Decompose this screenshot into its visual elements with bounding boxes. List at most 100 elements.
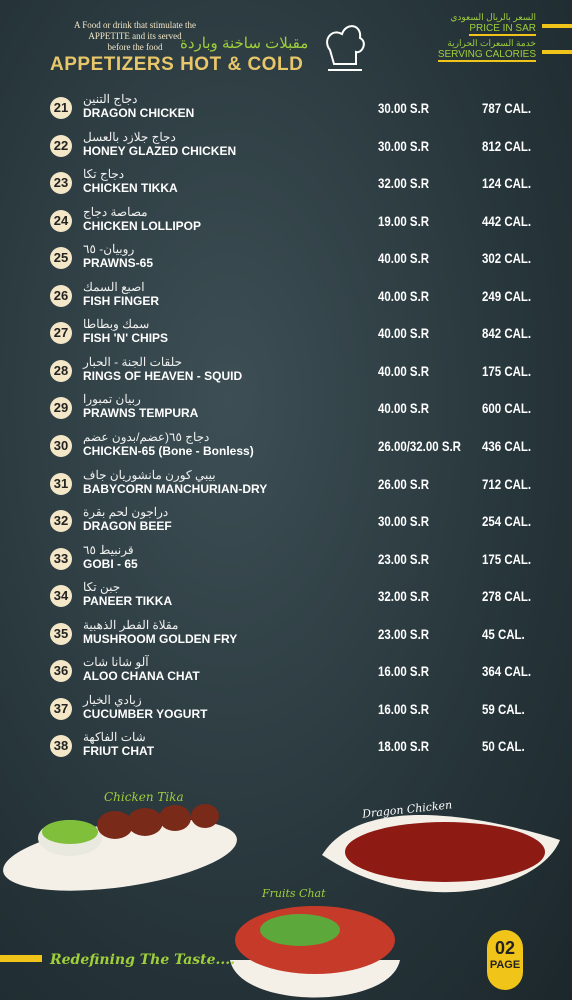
item-price: 16.00 S.R: [378, 700, 430, 717]
item-name: DRAGON BEEF: [83, 519, 172, 534]
item-name: ALOO CHANA CHAT: [83, 669, 200, 684]
item-arabic: زبادي الخيار: [83, 692, 142, 707]
item-name: RINGS OF HEAVEN - SQUID: [83, 368, 243, 383]
item-calories: 59 CAL.: [482, 700, 525, 717]
item-number: 28: [50, 359, 72, 382]
item-name: CHICKEN-65 (Bone - Bonless): [83, 443, 254, 458]
item-name: GOBI - 65: [83, 556, 138, 571]
item-price: 30.00 S.R: [378, 513, 430, 530]
item-calories: 436 CAL.: [482, 437, 532, 454]
item-calories: 812 CAL.: [482, 137, 532, 154]
item-number: 31: [50, 472, 72, 495]
item-calories: 600 CAL.: [482, 400, 532, 417]
item-arabic: شات الفاكهة: [83, 730, 146, 745]
item-calories: 842 CAL.: [482, 325, 532, 342]
item-price: 40.00 S.R: [378, 362, 430, 379]
item-number: 23: [50, 172, 72, 195]
tagline-line: APPETITE and its served: [88, 31, 182, 41]
calories-label: SERVING CALORIES: [437, 49, 536, 62]
item-arabic: قرنبيط ٦٥: [83, 542, 134, 557]
item-name: DRAGON CHICKEN: [83, 106, 195, 120]
tagline-line: before the food: [107, 42, 163, 52]
item-arabic: دجاج ٦٥(عضم/بدون عضم: [83, 429, 210, 444]
item-arabic: حلقات الجنة - الحبار: [83, 354, 183, 369]
item-number: 27: [50, 322, 72, 345]
item-calories: 787 CAL.: [482, 100, 532, 116]
price-arabic: السعر بالريال السعودي: [450, 12, 536, 22]
item-arabic: مقلاة الفطر الذهبية: [83, 617, 179, 632]
item-number: 36: [50, 660, 72, 683]
item-price: 26.00 S.R: [378, 475, 430, 492]
item-number: 26: [50, 284, 72, 307]
item-name: BABYCORN MANCHURIAN-DRY: [83, 481, 268, 496]
accent-bar: [542, 50, 572, 54]
item-calories: 302 CAL.: [482, 250, 532, 267]
item-number: 24: [50, 209, 72, 232]
item-price: 23.00 S.R: [378, 550, 430, 567]
accent-bar: [542, 24, 572, 28]
item-number: 37: [50, 697, 72, 720]
price-label: PRICE IN SAR: [469, 23, 536, 36]
item-number: 22: [50, 134, 72, 157]
item-arabic: دجاج التنين: [83, 92, 138, 106]
item-name: CUCUMBER YOGURT: [83, 706, 208, 721]
item-price: 26.00/32.00 S.R: [378, 437, 461, 454]
item-calories: 442 CAL.: [482, 212, 532, 229]
image-label: Fruits Chat: [262, 887, 326, 900]
item-calories: 45 CAL.: [482, 625, 525, 642]
item-arabic: اصبع السمك: [83, 279, 145, 294]
slogan: Redefining The Taste....: [50, 952, 236, 968]
item-number: 35: [50, 622, 72, 645]
item-name: FISH FINGER: [83, 293, 160, 308]
item-name: HONEY GLAZED CHICKEN: [83, 143, 237, 158]
item-arabic: سمك وبطاطا: [83, 317, 150, 332]
page-number: 02: [494, 938, 516, 958]
calories-arabic: خدمة السعرات الحرارية: [447, 38, 536, 48]
item-number: 30: [50, 434, 72, 457]
item-number: 33: [50, 547, 72, 570]
item-name: PRAWNS-65: [83, 256, 154, 271]
item-number: 25: [50, 247, 72, 270]
item-name: PANEER TIKKA: [83, 594, 173, 609]
item-arabic: مصاصة دجاج: [83, 204, 148, 219]
tagline-line: A Food or drink that stimulate the: [74, 20, 196, 30]
item-number: 21: [50, 97, 72, 119]
item-name: CHICKEN TIKKA: [83, 181, 178, 196]
item-price: 18.00 S.R: [378, 738, 430, 755]
item-price: 40.00 S.R: [378, 250, 430, 267]
item-arabic: دجاج جلازد بالعسل: [83, 129, 176, 144]
item-number: 32: [50, 510, 72, 533]
item-calories: 175 CAL.: [482, 362, 532, 379]
item-price: 19.00 S.R: [378, 212, 430, 229]
item-calories: 712 CAL.: [482, 475, 532, 492]
item-arabic: دراجون لحم بقرة: [83, 505, 169, 520]
item-name: PRAWNS TEMPURA: [83, 406, 199, 421]
item-name: CHICKEN LOLLIPOP: [83, 218, 202, 233]
item-number: 38: [50, 735, 72, 758]
item-price: 40.00 S.R: [378, 287, 430, 304]
item-calories: 254 CAL.: [482, 513, 532, 530]
item-price: 30.00 S.R: [378, 137, 430, 154]
item-number: 29: [50, 397, 72, 420]
item-arabic: جبن تكا: [83, 580, 121, 595]
item-price: 30.00 S.R: [378, 100, 430, 116]
page-label: PAGE: [489, 959, 521, 971]
item-arabic: روبيان- ٦٥: [83, 242, 135, 257]
item-arabic: ربيان تمبورا: [83, 392, 141, 407]
food-images: [0, 804, 560, 998]
chef-hat-icon: [326, 25, 365, 71]
item-name: MUSHROOM GOLDEN FRY: [83, 631, 238, 646]
tagline: A Food or drink that stimulate the APPET…: [70, 20, 200, 53]
item-arabic: دجاج تكا: [83, 167, 125, 182]
item-price: 32.00 S.R: [378, 175, 430, 192]
item-arabic: بيبي كورن مانشوريان جاف: [83, 467, 216, 482]
arabic-title: مقبلات ساخنة وباردة: [180, 35, 309, 52]
item-calories: 50 CAL.: [482, 738, 525, 755]
item-price: 16.00 S.R: [378, 663, 430, 680]
item-calories: 175 CAL.: [482, 550, 532, 567]
item-price: 40.00 S.R: [378, 400, 430, 417]
item-calories: 278 CAL.: [482, 588, 532, 605]
title: APPETIZERS HOT & COLD: [50, 54, 304, 75]
item-calories: 364 CAL.: [482, 663, 532, 680]
